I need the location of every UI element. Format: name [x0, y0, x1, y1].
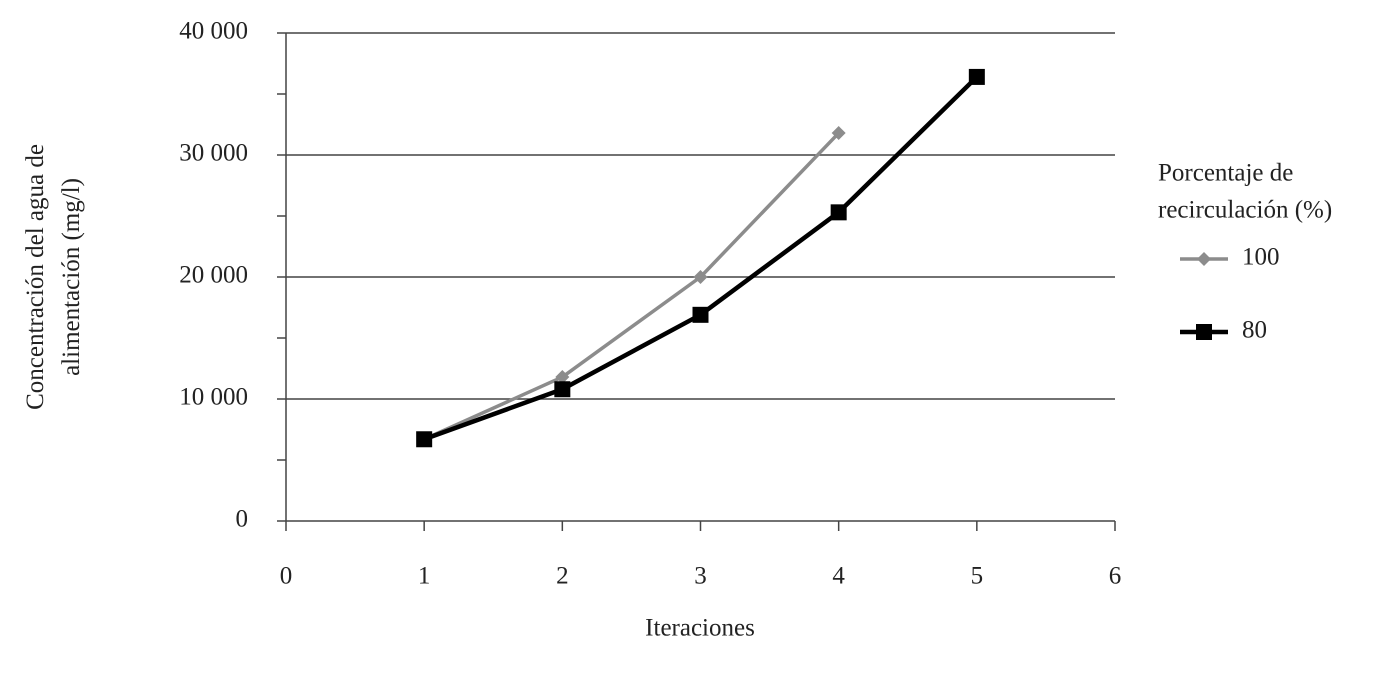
legend-title: Porcentaje de — [1158, 160, 1293, 187]
x-tick-label: 6 — [1109, 563, 1122, 590]
x-tick-label: 2 — [556, 563, 569, 590]
x-axis-label: Iteraciones — [645, 615, 755, 642]
y-tick-label: 10 000 — [179, 384, 248, 411]
data-point — [555, 370, 570, 385]
x-tick-label: 4 — [832, 563, 845, 590]
y-axis-label-line: alimentación (mg/l) — [58, 178, 85, 376]
data-point — [416, 431, 433, 448]
data-point — [968, 68, 985, 85]
data-point — [693, 270, 708, 284]
legend-label: 100 — [1242, 244, 1280, 271]
series-line — [423, 75, 979, 442]
legend-title: recirculación (%) — [1158, 197, 1332, 224]
x-tick-label: 3 — [694, 563, 707, 590]
legend-marker — [1196, 324, 1212, 340]
data-point — [692, 306, 709, 323]
y-axis-label-line: Concentración del agua de — [22, 144, 49, 410]
y-tick-label: 20 000 — [179, 262, 248, 289]
series-line — [423, 131, 840, 441]
data-point — [554, 381, 571, 398]
y-tick-label: 0 — [236, 506, 249, 533]
y-tick-label: 40 000 — [179, 18, 248, 45]
legend-marker — [1197, 252, 1211, 266]
data-point — [831, 126, 846, 141]
x-tick-label: 1 — [418, 563, 431, 590]
x-tick-label: 0 — [280, 563, 293, 590]
x-tick-label: 5 — [971, 563, 984, 590]
data-point — [830, 204, 847, 221]
y-axis-label: Concentración del agua de alimentación (m… — [22, 144, 85, 410]
legend-label: 80 — [1242, 317, 1267, 344]
y-tick-label: 30 000 — [179, 140, 248, 167]
